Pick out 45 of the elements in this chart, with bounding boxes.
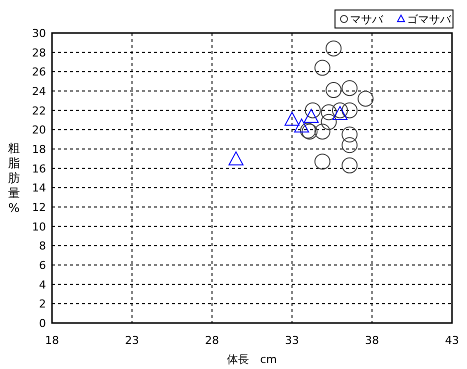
point <box>314 60 330 76</box>
y-tick-label: 20 <box>32 124 46 137</box>
y-tick-label: 0 <box>39 317 46 330</box>
y-tick-label: 16 <box>32 162 46 176</box>
x-tick-label: 33 <box>285 334 299 347</box>
legend-label: ゴマサバ <box>407 13 452 26</box>
point <box>326 82 342 98</box>
y-tick-label: 12 <box>32 201 46 214</box>
point <box>332 102 348 118</box>
point <box>314 154 330 170</box>
point <box>326 40 342 56</box>
point <box>314 124 330 140</box>
y-tick-label: 26 <box>32 66 46 79</box>
point <box>304 102 321 118</box>
y-tick-label: 4 <box>39 278 46 292</box>
y-tick-label: 14 <box>32 182 46 195</box>
point <box>304 108 319 123</box>
point <box>228 151 244 166</box>
point <box>358 90 374 107</box>
y-tick-label: 18 <box>32 143 46 156</box>
y-tick-label: 2 <box>39 298 46 311</box>
point <box>320 104 337 120</box>
x-axis-title: 体長 cm <box>227 353 277 366</box>
y-tick-label: 8 <box>39 240 46 253</box>
y-tick-label: 28 <box>32 46 46 60</box>
point <box>332 106 348 120</box>
y-tick-label: 22 <box>32 104 46 118</box>
x-tick-label: 43 <box>445 334 459 347</box>
y-axis-title: 粗脂肪量% <box>8 141 20 215</box>
point <box>342 157 358 174</box>
y-tick-label: 10 <box>32 220 46 234</box>
x-tick-label: 23 <box>125 334 139 347</box>
point <box>342 126 358 142</box>
legend-label: マサバ <box>350 13 384 26</box>
point <box>320 114 337 130</box>
point <box>284 112 300 126</box>
x-tick-label: 38 <box>365 334 379 347</box>
y-tick-label: 24 <box>32 85 46 98</box>
y-tick-label: 30 <box>32 27 46 40</box>
point <box>294 118 310 133</box>
y-tick-label: 6 <box>39 259 46 272</box>
point <box>342 102 358 118</box>
x-tick-label: 28 <box>205 334 219 347</box>
point <box>342 137 358 154</box>
point <box>342 80 358 96</box>
